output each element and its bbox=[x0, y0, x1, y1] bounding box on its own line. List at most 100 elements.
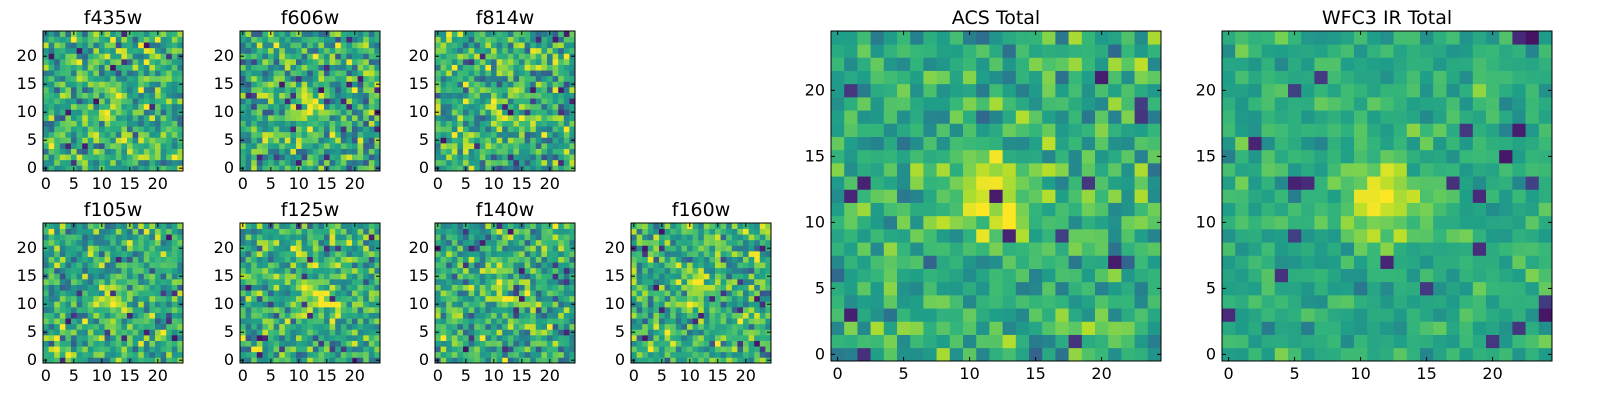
heatmap-cell bbox=[513, 143, 520, 149]
heatmap-cell bbox=[357, 42, 364, 49]
x-tick-label: 10 bbox=[289, 174, 309, 193]
heatmap-cell bbox=[307, 42, 314, 49]
heatmap-cell bbox=[631, 318, 637, 325]
heatmap-cell bbox=[324, 256, 330, 263]
heatmap-cell bbox=[301, 223, 308, 229]
heatmap-cell bbox=[468, 115, 475, 121]
heatmap-cell bbox=[743, 323, 749, 330]
heatmap-cell bbox=[468, 92, 475, 99]
heatmap-cell bbox=[698, 323, 705, 330]
heatmap-cell bbox=[451, 323, 458, 330]
heatmap-cell bbox=[642, 267, 649, 274]
heatmap-cell bbox=[160, 87, 167, 93]
heatmap-cell bbox=[653, 340, 660, 347]
heatmap-cell bbox=[329, 245, 336, 252]
heatmap-cell bbox=[507, 239, 514, 246]
panel-title: f814w bbox=[476, 7, 535, 29]
heatmap-cell bbox=[1081, 229, 1096, 243]
heatmap-cell bbox=[346, 329, 353, 336]
heatmap-cell bbox=[149, 120, 156, 127]
heatmap-cell bbox=[268, 228, 274, 235]
heatmap-cell bbox=[754, 307, 761, 313]
heatmap-cell bbox=[451, 318, 458, 325]
heatmap-cell bbox=[910, 242, 924, 256]
heatmap-cell bbox=[54, 70, 61, 77]
heatmap-cell bbox=[653, 335, 660, 341]
heatmap-cell bbox=[65, 262, 72, 269]
heatmap-cell bbox=[132, 273, 139, 280]
heatmap-cell bbox=[71, 262, 77, 269]
heatmap-cell bbox=[132, 256, 139, 263]
heatmap-cell bbox=[491, 98, 497, 105]
heatmap-cell bbox=[352, 301, 358, 308]
heatmap-cell bbox=[502, 42, 509, 49]
heatmap-cell bbox=[340, 87, 347, 93]
heatmap-cell bbox=[352, 329, 358, 336]
heatmap-cell bbox=[48, 245, 55, 252]
heatmap-cell bbox=[155, 143, 161, 149]
heatmap-cell bbox=[82, 262, 89, 269]
heatmap-cell bbox=[171, 31, 178, 37]
heatmap-cell bbox=[93, 148, 100, 155]
heatmap-cell bbox=[468, 223, 475, 229]
heatmap-cell bbox=[446, 234, 453, 241]
heatmap-cell bbox=[268, 70, 274, 77]
heatmap-cell bbox=[491, 64, 497, 71]
heatmap-cell bbox=[301, 148, 308, 155]
heatmap-cell bbox=[132, 223, 139, 229]
heatmap-cell bbox=[474, 64, 481, 71]
heatmap-cell bbox=[76, 70, 83, 77]
heatmap-cell bbox=[513, 31, 520, 37]
heatmap-cell bbox=[262, 165, 269, 172]
heatmap-cell bbox=[363, 239, 370, 246]
heatmap-cell bbox=[647, 256, 654, 263]
heatmap-cell bbox=[754, 318, 761, 325]
heatmap-cell bbox=[324, 70, 330, 77]
heatmap-cell bbox=[273, 267, 280, 274]
heatmap-cell bbox=[121, 64, 128, 71]
heatmap-cell bbox=[569, 120, 576, 127]
heatmap-cell bbox=[524, 120, 531, 127]
heatmap-cell bbox=[240, 351, 246, 358]
heatmap-cell bbox=[463, 81, 469, 88]
heatmap-cell bbox=[166, 234, 173, 241]
heatmap-cell bbox=[468, 295, 475, 302]
heatmap-cell bbox=[519, 53, 525, 60]
heatmap-cell bbox=[104, 154, 111, 161]
heatmap-cell bbox=[76, 251, 83, 257]
heatmap-cell bbox=[440, 31, 447, 37]
heatmap-cell bbox=[468, 312, 475, 319]
heatmap-cell bbox=[149, 290, 156, 297]
heatmap-cell bbox=[279, 64, 286, 71]
heatmap-cell bbox=[552, 109, 559, 116]
heatmap-cell bbox=[731, 351, 738, 358]
heatmap-cell bbox=[48, 329, 55, 336]
heatmap-cell bbox=[1068, 202, 1083, 217]
heatmap-cell bbox=[65, 143, 72, 149]
heatmap-cell bbox=[340, 159, 347, 166]
heatmap-cell bbox=[352, 154, 358, 161]
heatmap-cell bbox=[468, 279, 475, 285]
heatmap-cell bbox=[451, 47, 458, 54]
heatmap-cell bbox=[451, 92, 458, 99]
heatmap-cell bbox=[709, 312, 716, 319]
y-tick-label: 20 bbox=[409, 238, 429, 257]
heatmap-cell bbox=[507, 70, 514, 77]
heatmap-cell bbox=[479, 357, 486, 364]
x-tick-label: 5 bbox=[69, 366, 79, 385]
heatmap-cell bbox=[743, 329, 749, 336]
heatmap-cell bbox=[440, 36, 447, 43]
heatmap-cell bbox=[496, 228, 503, 235]
heatmap-cell bbox=[507, 53, 514, 60]
heatmap-cell bbox=[709, 301, 716, 308]
heatmap-cell bbox=[547, 42, 553, 49]
heatmap-cell bbox=[642, 262, 649, 269]
heatmap-cell bbox=[485, 137, 492, 144]
heatmap-cell bbox=[524, 42, 531, 49]
heatmap-cell bbox=[65, 159, 72, 166]
heatmap-cell bbox=[463, 262, 469, 269]
heatmap-cell bbox=[451, 329, 458, 336]
heatmap-cell bbox=[502, 154, 509, 161]
heatmap-cell bbox=[659, 312, 665, 319]
heatmap-cell bbox=[110, 295, 117, 302]
